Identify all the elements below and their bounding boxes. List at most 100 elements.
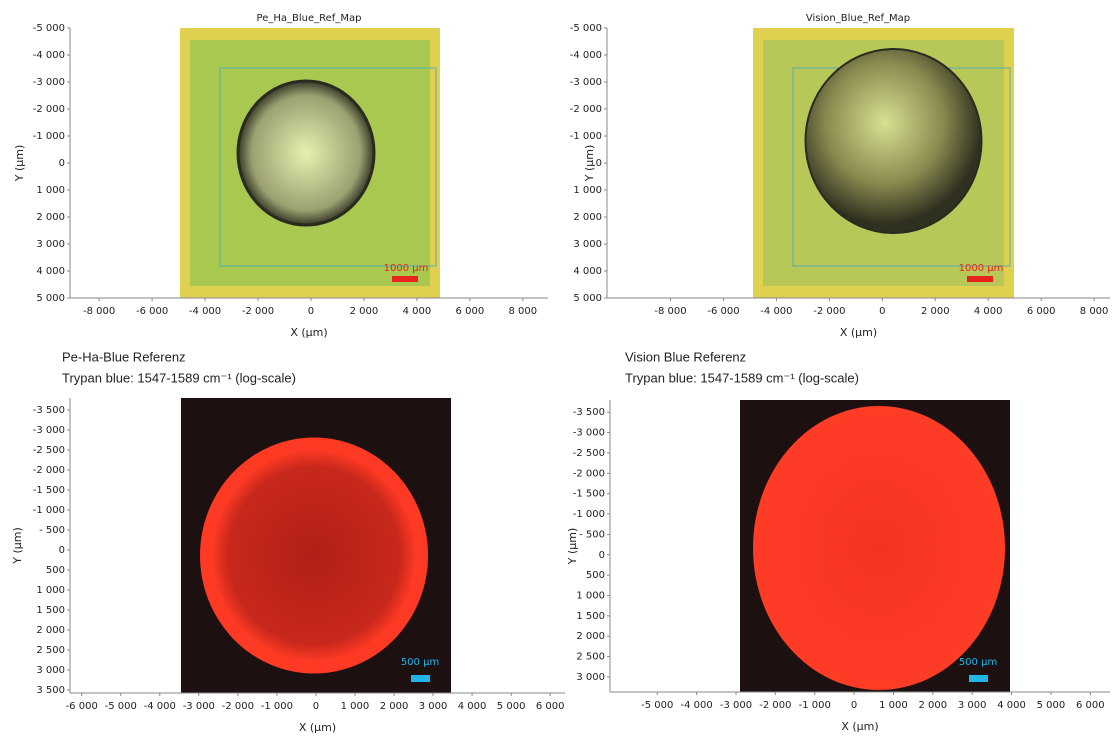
- y-tick-label: 2 500: [576, 652, 605, 663]
- y-tick-label: -3 000: [573, 428, 605, 439]
- x-tick-label: -4 000: [760, 306, 792, 317]
- y-tick-label: 4 000: [36, 266, 65, 277]
- x-tick-label: 6 000: [1076, 700, 1105, 711]
- x-tick-label: -8 000: [654, 306, 686, 317]
- x-tick-label: -2 000: [242, 306, 274, 317]
- panel-title: Vision Blue Referenz: [625, 349, 746, 364]
- x-tick-label: 0: [851, 700, 857, 711]
- y-tick-label: -1 500: [573, 489, 605, 500]
- sample: [200, 438, 428, 674]
- page: 1000 µm -5 000 -4 000 -3 000 -2 000 -1 000 0 1 …: [0, 0, 1112, 740]
- y-tick-label: 0: [59, 545, 65, 556]
- y-tick-label: 3 000: [36, 239, 65, 250]
- x-tick-label: -2 000: [759, 700, 791, 711]
- x-axis-label: X (µm): [841, 720, 878, 733]
- y-tick-label: 3 000: [36, 665, 65, 676]
- scale-bar-label: 500 µm: [959, 657, 997, 668]
- y-tick-label: 5 000: [573, 293, 602, 304]
- y-tick-label: -1 000: [573, 509, 605, 520]
- x-tick-label: 1 000: [879, 700, 908, 711]
- scale-bar: [967, 276, 993, 282]
- panel-title: Pe-Ha-Blue Referenz: [62, 349, 186, 364]
- x-tick-label: 8 000: [509, 306, 538, 317]
- y-tick-label: 2 000: [576, 631, 605, 642]
- x-tick-label: -1 000: [261, 701, 293, 712]
- x-tick-label: 0: [879, 306, 885, 317]
- x-tick-label: 0: [308, 306, 314, 317]
- y-tick-label: -1 000: [33, 505, 65, 516]
- y-axis-label: Y (µm): [13, 145, 26, 183]
- y-axis-label: Y (µm): [11, 527, 24, 565]
- x-tick-label: 4 000: [997, 700, 1026, 711]
- x-tick-label: 5 000: [497, 701, 526, 712]
- y-tick-label: -1 000: [570, 131, 602, 142]
- x-tick-label: -3 000: [183, 701, 215, 712]
- x-axis-label: X (µm): [290, 326, 327, 339]
- x-tick-label: 1 000: [341, 701, 370, 712]
- panel-title: Vision_Blue_Ref_Map: [806, 13, 910, 24]
- y-tick-label: 2 000: [573, 212, 602, 223]
- y-tick-label: -3 500: [33, 405, 65, 416]
- x-tick-label: 4 000: [458, 701, 487, 712]
- x-tick-label: 4 000: [974, 306, 1003, 317]
- y-tick-label: -1 500: [33, 485, 65, 496]
- sample: [806, 49, 982, 233]
- x-tick-label: 6 000: [1027, 306, 1056, 317]
- x-tick-label: 8 000: [1080, 306, 1109, 317]
- panel-title: Pe_Ha_Blue_Ref_Map: [257, 13, 362, 24]
- y-tick-label: -2 000: [570, 104, 602, 115]
- y-tick-label: -5 000: [570, 23, 602, 34]
- panel-subtitle: Trypan blue: 1547-1589 cm⁻¹ (log-scale): [625, 370, 859, 385]
- y-tick-label: 1 500: [36, 605, 65, 616]
- x-tick-label: -2 000: [222, 701, 254, 712]
- y-tick-label: 1 000: [573, 185, 602, 196]
- y-tick-label: 3 500: [36, 685, 65, 696]
- y-tick-label: 500: [586, 570, 605, 581]
- x-tick-label: -4 000: [189, 306, 221, 317]
- y-tick-label: -3 000: [33, 77, 65, 88]
- y-tick-label: -5 000: [33, 23, 65, 34]
- y-tick-label: -4 000: [33, 50, 65, 61]
- scale-bar: [392, 276, 418, 282]
- x-tick-label: 4 000: [403, 306, 432, 317]
- x-tick-label: 6 000: [536, 701, 565, 712]
- x-tick-label: -5 000: [105, 701, 137, 712]
- x-tick-label: -6 000: [707, 306, 739, 317]
- x-tick-label: 2 000: [350, 306, 379, 317]
- x-tick-label: -3 000: [720, 700, 752, 711]
- y-tick-label: 3 000: [573, 239, 602, 250]
- x-tick-label: -5 000: [641, 700, 673, 711]
- scale-bar-label: 1000 µm: [384, 263, 429, 274]
- y-tick-label: -2 000: [573, 468, 605, 479]
- x-tick-label: 2 000: [919, 700, 948, 711]
- x-tick-label: 3 000: [958, 700, 987, 711]
- x-tick-label: -4 000: [144, 701, 176, 712]
- y-tick-label: 0: [599, 550, 605, 561]
- y-tick-label: 0: [596, 158, 602, 169]
- y-tick-label: -1 000: [33, 131, 65, 142]
- x-tick-label: -4 000: [680, 700, 712, 711]
- y-tick-label: -3 000: [33, 425, 65, 436]
- y-tick-label: 500: [46, 565, 65, 576]
- y-tick-label: -2 500: [573, 448, 605, 459]
- scale-bar-label: 500 µm: [401, 657, 439, 668]
- x-tick-label: 6 000: [456, 306, 485, 317]
- x-tick-label: -8 000: [83, 306, 115, 317]
- sample: [238, 81, 374, 225]
- x-tick-label: -1 000: [799, 700, 831, 711]
- y-tick-label: 5 000: [36, 293, 65, 304]
- y-tick-label: 3 000: [576, 672, 605, 683]
- scale-bar-label: 1000 µm: [959, 263, 1004, 274]
- y-tick-label: -2 000: [33, 104, 65, 115]
- y-axis-label: Y (µm): [583, 145, 596, 183]
- x-tick-label: 2 000: [921, 306, 950, 317]
- y-axis-label: Y (µm): [566, 528, 579, 566]
- x-tick-label: -6 000: [66, 701, 98, 712]
- y-tick-label: 1 000: [36, 585, 65, 596]
- y-tick-label: 2 000: [36, 212, 65, 223]
- x-tick-label: 2 000: [380, 701, 409, 712]
- y-tick-label: -4 000: [570, 50, 602, 61]
- y-tick-label: 1 000: [36, 185, 65, 196]
- scale-bar: [411, 675, 430, 682]
- panel-subtitle: Trypan blue: 1547-1589 cm⁻¹ (log-scale): [62, 370, 296, 385]
